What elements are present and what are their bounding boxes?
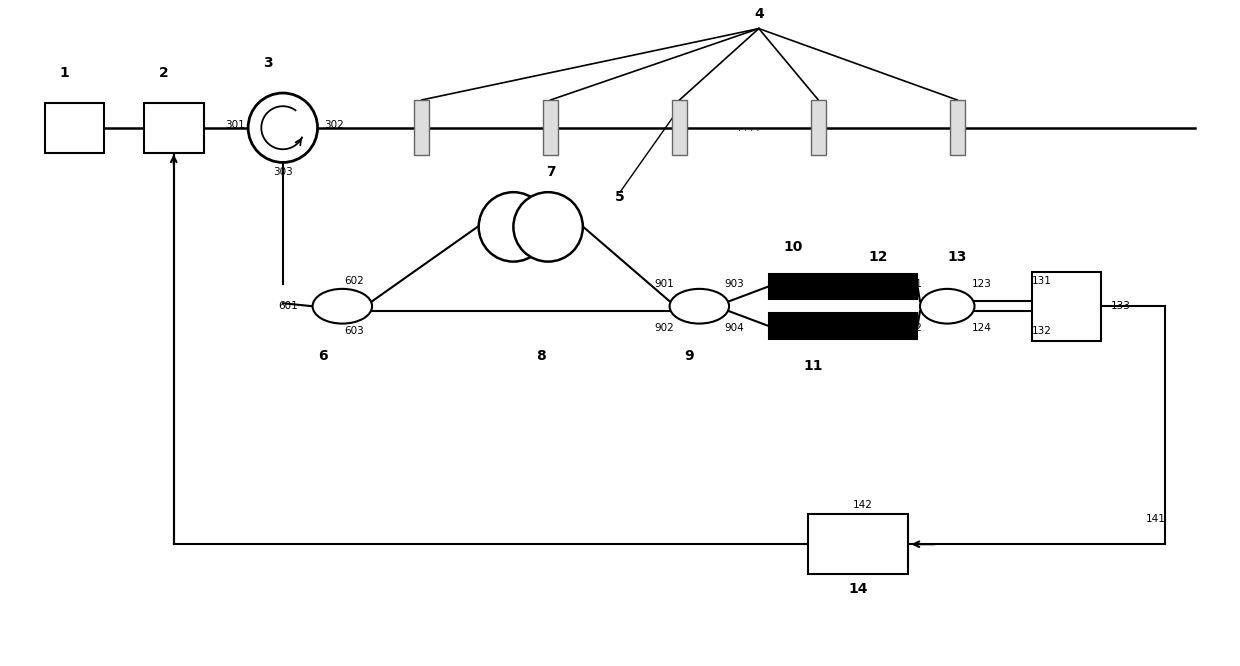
Text: 10: 10 [784,240,804,254]
Ellipse shape [312,289,372,324]
Text: 302: 302 [325,120,345,130]
Text: 1: 1 [60,66,69,80]
Text: 301: 301 [226,120,246,130]
Text: 903: 903 [724,280,744,290]
Bar [811,101,826,155]
Text: 14: 14 [848,582,868,596]
Circle shape [513,192,583,262]
Bar [808,514,908,574]
Ellipse shape [670,289,729,324]
Text: 5: 5 [615,190,625,204]
Text: 8: 8 [536,349,546,363]
Text: . . . .: . . . . [738,123,760,133]
Text: 122: 122 [903,323,923,333]
Bar [543,101,558,155]
Text: 141: 141 [1146,514,1166,524]
Bar [769,274,918,299]
Bar [950,101,965,155]
Text: 11: 11 [804,359,823,373]
Text: 3: 3 [263,56,273,71]
Text: 904: 904 [724,323,744,333]
Ellipse shape [920,289,975,324]
Text: 12: 12 [868,250,888,264]
Text: 2: 2 [159,66,169,80]
Text: 132: 132 [1032,326,1052,336]
Bar [45,103,104,153]
Text: 121: 121 [903,280,923,290]
Text: 142: 142 [853,500,873,509]
Text: 123: 123 [972,280,992,290]
Text: 901: 901 [655,280,675,290]
Text: 603: 603 [345,326,365,336]
Text: 602: 602 [345,276,365,286]
Text: 9: 9 [684,349,694,363]
Text: 133: 133 [1111,301,1131,311]
Text: 4: 4 [754,7,764,21]
Text: 131: 131 [1032,276,1052,286]
Text: 13: 13 [947,250,967,264]
Bar [769,313,918,339]
Text: 601: 601 [278,301,298,311]
Text: 902: 902 [655,323,675,333]
Text: 124: 124 [972,323,992,333]
Text: 303: 303 [273,167,293,177]
Text: 7: 7 [546,165,556,179]
Bar [672,101,687,155]
Bar [414,101,429,155]
Circle shape [479,192,548,262]
Bar [144,103,203,153]
Bar [1032,272,1101,341]
Text: 6: 6 [317,349,327,363]
Circle shape [248,93,317,163]
